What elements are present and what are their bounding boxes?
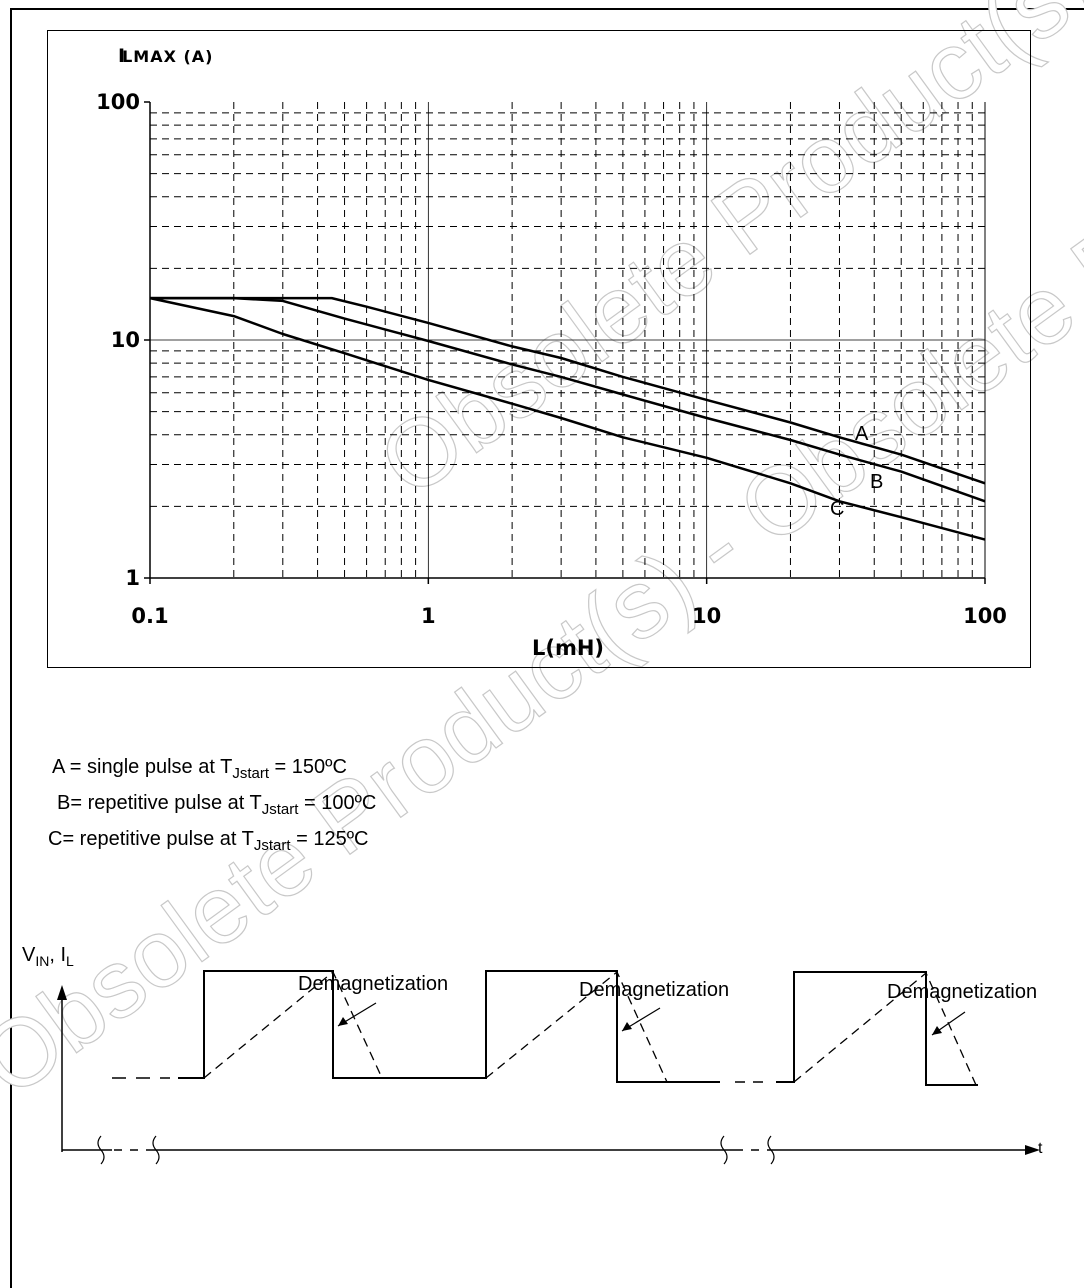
legend-b: B= repetitive pulse at TJstart = 100ºC xyxy=(57,792,377,818)
series-line-a xyxy=(150,296,986,485)
demag-label-2: Demagnetization xyxy=(579,979,730,1001)
series-label-c: C xyxy=(830,498,844,520)
x-axis-label: L(mH) xyxy=(532,636,604,660)
x-tick-label: 1 xyxy=(421,604,436,628)
x-tick-label: 10 xyxy=(692,604,721,628)
chart-box xyxy=(47,30,1031,668)
figure-frame xyxy=(10,8,1084,1288)
legend: A = single pulse at TJstart = 150ºC B= r… xyxy=(48,752,377,860)
series-line-b xyxy=(150,296,986,503)
legend-c: C= repetitive pulse at TJstart = 125ºC xyxy=(48,828,369,854)
legend-a: A = single pulse at TJstart = 150ºC xyxy=(52,756,347,782)
timing-y-axis-label: VIN, IL xyxy=(22,944,74,969)
series-label-a: A xyxy=(855,423,869,445)
series-label-b: B xyxy=(870,471,883,493)
y-tick-label: 100 xyxy=(96,90,140,114)
y-tick-label: 10 xyxy=(111,328,140,352)
y-tick-label: 1 xyxy=(125,566,140,590)
demag-label-1: Demagnetization xyxy=(298,973,449,995)
series-line-c xyxy=(149,296,986,541)
x-tick-label: 100 xyxy=(963,604,1007,628)
timing-x-axis-label: t xyxy=(1038,1140,1043,1157)
demag-label-3: Demagnetization xyxy=(887,981,1038,1003)
log-log-chart: 1 10 100 0.1 1 10 100 L(mH) ILMAX (A) A B C xyxy=(96,45,1007,660)
x-tick-label: 0.1 xyxy=(131,604,168,628)
y-axis-label: ILMAX (A) xyxy=(118,45,214,67)
